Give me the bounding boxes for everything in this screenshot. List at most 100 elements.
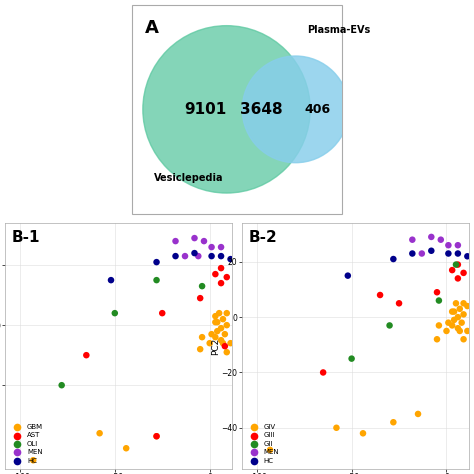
Point bbox=[196, 294, 204, 302]
Point bbox=[217, 264, 225, 272]
Circle shape bbox=[143, 26, 310, 193]
Point bbox=[194, 252, 202, 260]
Point bbox=[386, 322, 393, 329]
Point bbox=[454, 241, 462, 249]
Point bbox=[158, 310, 166, 317]
Text: B-2: B-2 bbox=[248, 230, 277, 246]
Legend: GBM, AST, OLI, MEN, HC: GBM, AST, OLI, MEN, HC bbox=[8, 422, 45, 466]
Point bbox=[454, 324, 462, 332]
Point bbox=[443, 327, 450, 335]
Point bbox=[153, 276, 160, 284]
Point bbox=[223, 321, 230, 329]
Point bbox=[172, 237, 179, 245]
Point bbox=[333, 424, 340, 431]
Text: 406: 406 bbox=[304, 103, 331, 116]
Point bbox=[454, 250, 462, 257]
Point bbox=[223, 310, 230, 317]
Text: 3648: 3648 bbox=[240, 102, 283, 117]
Point bbox=[428, 233, 435, 241]
Point bbox=[460, 300, 467, 307]
Point bbox=[211, 270, 219, 278]
Point bbox=[208, 243, 215, 251]
Point bbox=[211, 319, 219, 326]
Point bbox=[437, 236, 445, 244]
Point bbox=[376, 291, 384, 299]
Point bbox=[433, 336, 441, 343]
Point bbox=[200, 237, 208, 245]
Point bbox=[464, 253, 471, 260]
Point bbox=[409, 236, 416, 244]
Point bbox=[29, 456, 37, 464]
Point bbox=[454, 313, 462, 321]
Point bbox=[221, 342, 228, 350]
Point bbox=[219, 339, 227, 347]
Point bbox=[454, 261, 462, 268]
Point bbox=[418, 250, 426, 257]
Point bbox=[211, 333, 219, 341]
Point bbox=[458, 319, 465, 327]
Point bbox=[445, 250, 452, 257]
Point bbox=[217, 252, 225, 260]
Point bbox=[359, 429, 367, 437]
Point bbox=[217, 243, 225, 251]
Point bbox=[153, 258, 160, 266]
Point bbox=[223, 273, 230, 281]
Point bbox=[460, 336, 467, 343]
Point bbox=[344, 272, 352, 280]
FancyBboxPatch shape bbox=[132, 5, 342, 214]
Point bbox=[445, 319, 452, 327]
Point bbox=[227, 255, 234, 263]
Point bbox=[390, 255, 397, 263]
Point bbox=[448, 308, 456, 315]
Point bbox=[433, 289, 441, 296]
Point bbox=[213, 319, 221, 326]
Point bbox=[219, 315, 227, 323]
Point bbox=[153, 432, 160, 440]
Point bbox=[122, 445, 130, 452]
Point bbox=[217, 337, 225, 344]
Text: A: A bbox=[145, 19, 159, 37]
Point bbox=[111, 310, 118, 317]
Point bbox=[452, 300, 460, 307]
Point bbox=[460, 310, 467, 318]
Point bbox=[107, 276, 115, 284]
Point bbox=[409, 250, 416, 257]
Point bbox=[191, 249, 198, 257]
Point bbox=[172, 252, 179, 260]
Point bbox=[460, 269, 467, 277]
Point bbox=[395, 300, 403, 307]
Point bbox=[217, 324, 225, 332]
Point bbox=[266, 446, 274, 454]
Point bbox=[82, 351, 90, 359]
Point bbox=[348, 355, 356, 363]
Point bbox=[456, 327, 464, 335]
Point bbox=[450, 308, 458, 315]
Point bbox=[96, 429, 103, 437]
Point bbox=[454, 274, 462, 282]
Point bbox=[445, 241, 452, 249]
Point bbox=[452, 261, 460, 268]
Point bbox=[58, 382, 65, 389]
Point bbox=[153, 432, 160, 440]
Point bbox=[198, 333, 206, 341]
Point bbox=[435, 322, 443, 329]
Point bbox=[390, 419, 397, 426]
Point bbox=[464, 327, 471, 335]
Legend: GIV, GIII, GII, MEN, HC: GIV, GIII, GII, MEN, HC bbox=[245, 422, 282, 466]
Point bbox=[319, 369, 327, 376]
Point bbox=[414, 410, 422, 418]
Point bbox=[208, 252, 215, 260]
Point bbox=[211, 312, 219, 320]
Text: Vesiclepedia: Vesiclepedia bbox=[155, 173, 224, 182]
Point bbox=[450, 316, 458, 324]
Point bbox=[223, 348, 230, 356]
Text: 9101: 9101 bbox=[184, 102, 227, 117]
Point bbox=[191, 234, 198, 242]
Point bbox=[181, 252, 189, 260]
Point bbox=[448, 322, 456, 329]
Point bbox=[428, 247, 435, 255]
Point bbox=[227, 339, 234, 347]
Point bbox=[217, 279, 225, 287]
Point bbox=[448, 266, 456, 274]
Point bbox=[198, 283, 206, 290]
